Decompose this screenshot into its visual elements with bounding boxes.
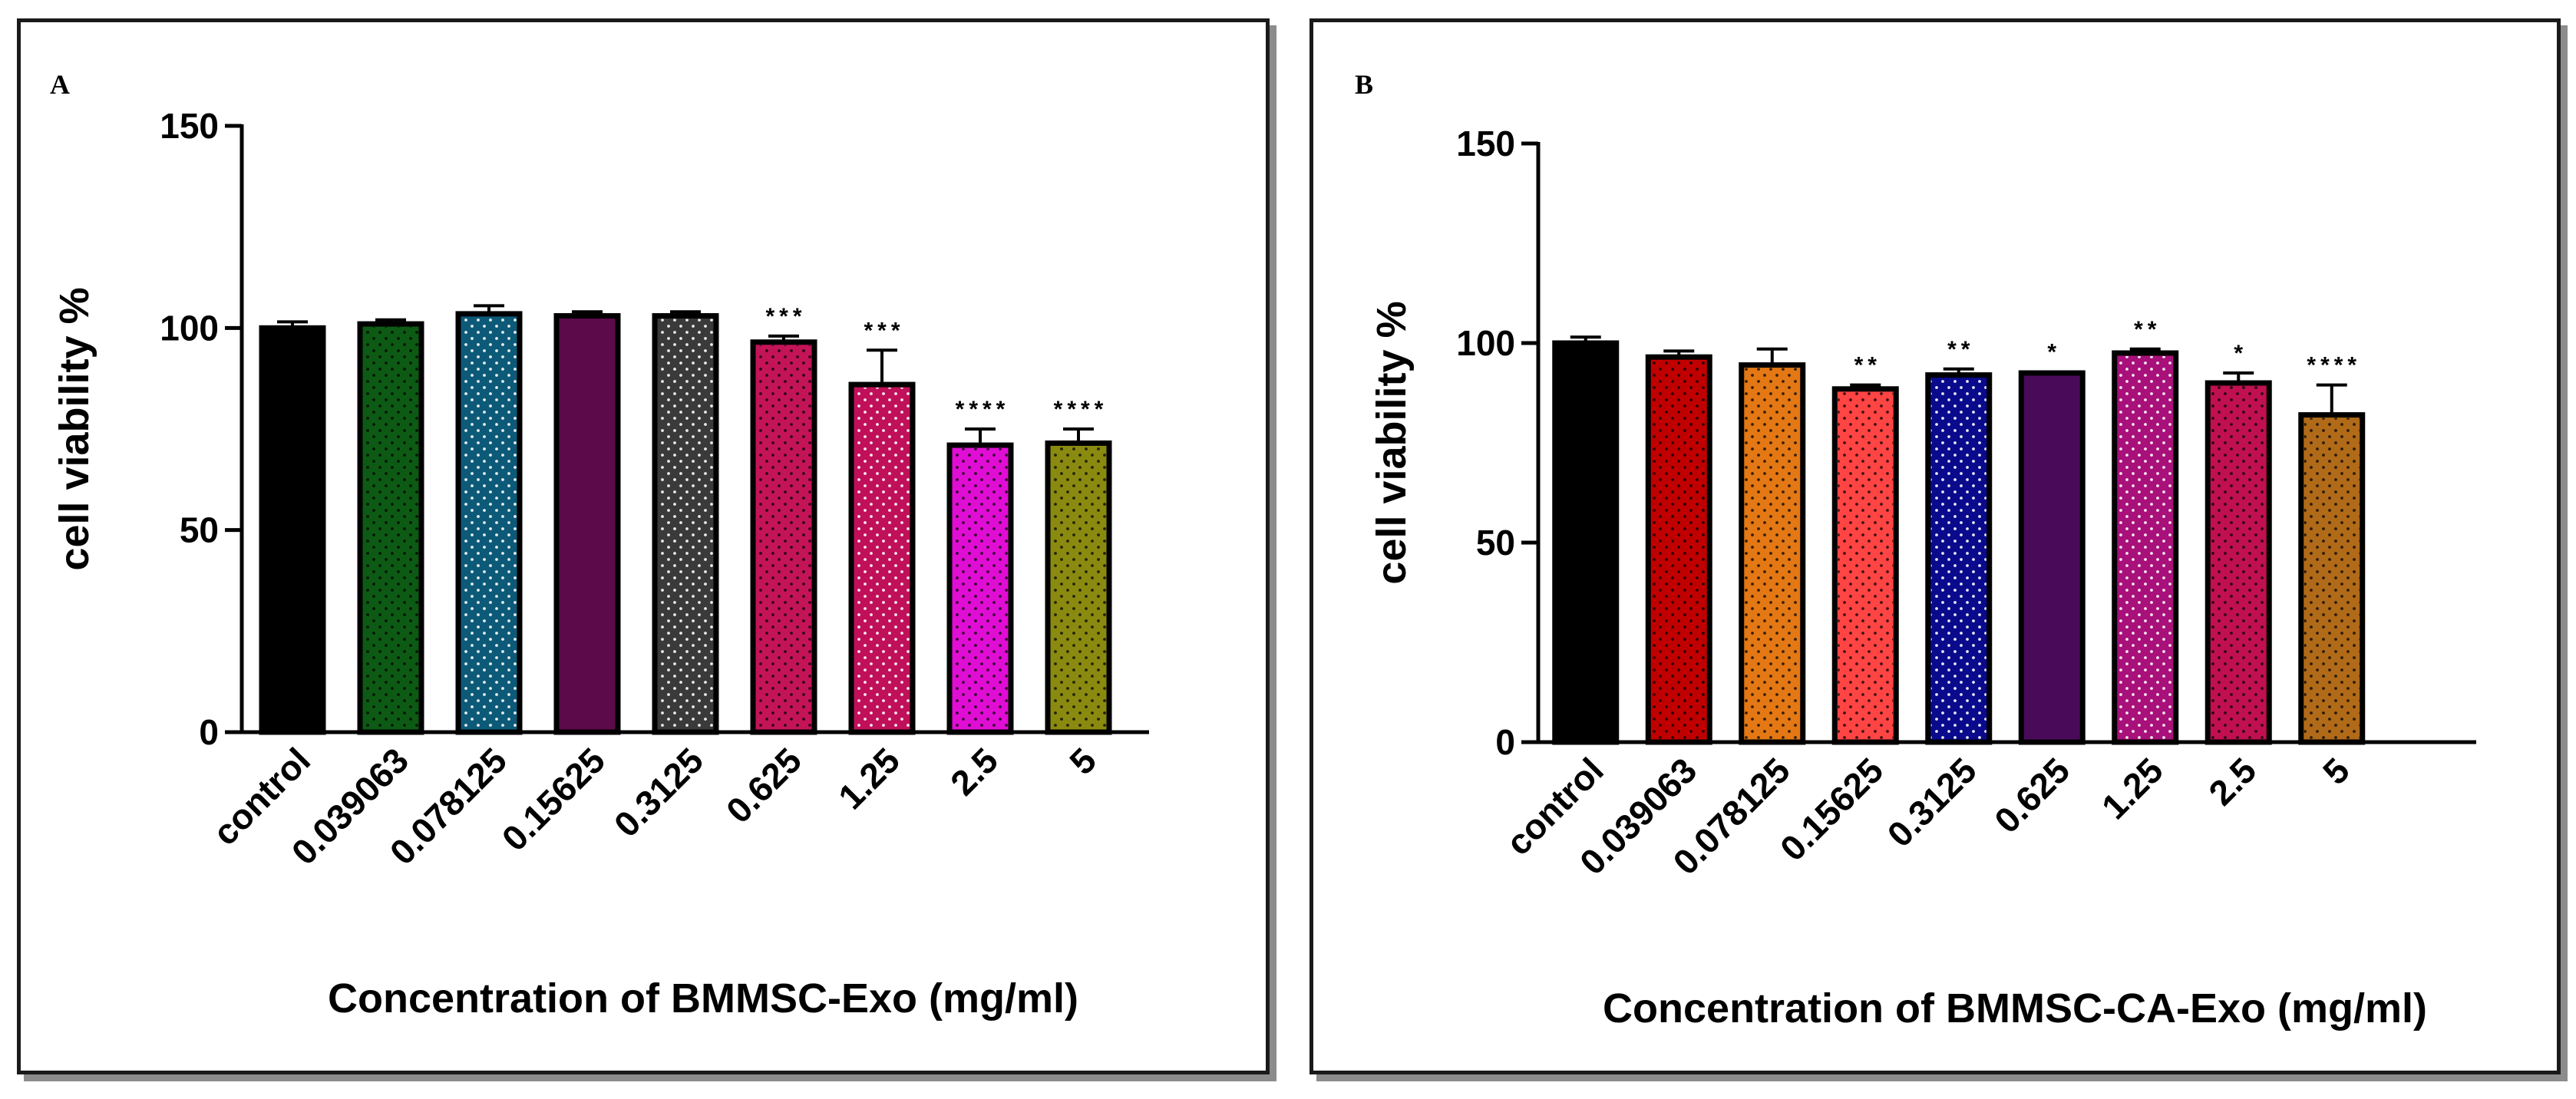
x-tick-label: 0.15625 bbox=[494, 740, 613, 858]
significance-marker: *** bbox=[864, 318, 904, 343]
x-tick-label: 5 bbox=[2315, 750, 2357, 792]
bar-pattern bbox=[2211, 386, 2267, 739]
significance-marker: **** bbox=[2307, 353, 2361, 378]
x-tick-label: 1.25 bbox=[2094, 750, 2171, 827]
x-tick-label: 0.625 bbox=[1986, 750, 2077, 840]
bar-pattern bbox=[363, 327, 418, 730]
panel-letter: A bbox=[50, 69, 70, 100]
x-tick-label: 1.25 bbox=[831, 740, 907, 817]
significance-marker: ** bbox=[1947, 337, 1974, 362]
y-tick-label: 50 bbox=[1476, 523, 1515, 563]
significance-marker: ** bbox=[1854, 353, 1881, 378]
y-tick-label: 100 bbox=[1456, 323, 1515, 363]
panel-letter: B bbox=[1355, 69, 1373, 100]
y-tick-label: 0 bbox=[1495, 722, 1515, 762]
significance-marker: **** bbox=[1054, 397, 1108, 422]
bar-pattern bbox=[1930, 378, 1986, 739]
x-axis-title: Concentration of BMMSC-Exo (mg/ml) bbox=[328, 975, 1078, 1021]
bar-pattern bbox=[756, 345, 811, 729]
bar bbox=[553, 313, 621, 735]
x-tick-label: 0.3125 bbox=[606, 740, 711, 844]
x-tick-label: 5 bbox=[1062, 740, 1104, 782]
chart-panel-b: B 0 50 100 150 cell viability % control 0.03906… bbox=[1309, 18, 2561, 1074]
bar bbox=[2018, 370, 2086, 745]
y-tick-label: 100 bbox=[160, 308, 219, 348]
bar bbox=[1552, 340, 1620, 745]
y-axis-title: cell viability % bbox=[1369, 301, 1415, 584]
bar-pattern bbox=[461, 316, 517, 729]
significance-marker: **** bbox=[956, 397, 1010, 422]
bar-pattern bbox=[2117, 356, 2173, 739]
significance-marker: ** bbox=[2134, 317, 2161, 342]
significance-marker: * bbox=[2047, 339, 2061, 365]
x-tick-label: 2.5 bbox=[943, 740, 1006, 803]
bar-pattern bbox=[1744, 368, 1800, 739]
bar-pattern bbox=[1651, 360, 1707, 739]
x-axis-title: Concentration of BMMSC-CA-Exo (mg/ml) bbox=[1603, 985, 2427, 1031]
x-tick-label: 0.15625 bbox=[1772, 750, 1891, 868]
bar-pattern bbox=[953, 448, 1008, 729]
y-tick-label: 0 bbox=[199, 712, 219, 752]
bar-pattern bbox=[854, 388, 910, 729]
bar-pattern bbox=[1051, 446, 1106, 729]
x-tick-label: 0.625 bbox=[718, 740, 809, 830]
significance-marker: *** bbox=[765, 304, 806, 329]
y-axis-title: cell viability % bbox=[51, 287, 97, 570]
x-tick-label: 2.5 bbox=[2201, 750, 2264, 813]
significance-marker: * bbox=[2234, 341, 2247, 366]
y-tick-label: 50 bbox=[180, 510, 219, 550]
y-tick-label: 150 bbox=[1456, 124, 1515, 163]
bar-pattern bbox=[658, 318, 713, 729]
y-tick-label: 150 bbox=[160, 106, 219, 146]
bar bbox=[259, 325, 326, 735]
bar-pattern bbox=[2304, 417, 2360, 739]
x-tick-label: 0.3125 bbox=[1880, 750, 1984, 854]
bar-pattern bbox=[1838, 391, 1894, 739]
chart-panel-a: A 0 50 100 150 cell viability % control 0.03906… bbox=[17, 18, 1270, 1074]
